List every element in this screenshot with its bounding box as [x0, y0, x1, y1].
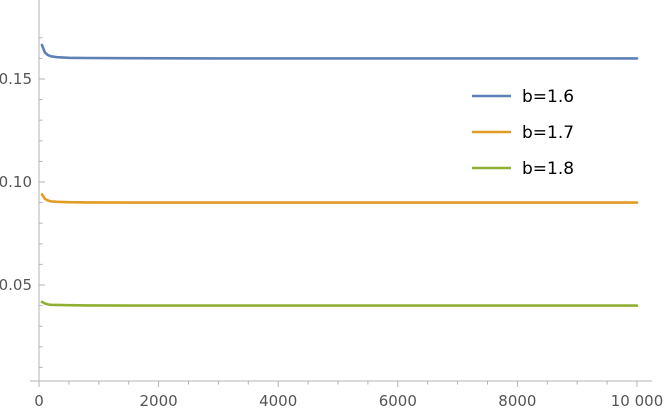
y-tick-label: 0.15 [0, 70, 32, 88]
legend-label-2: b=1.7 [522, 123, 574, 143]
legend-label-3: b=1.8 [522, 159, 574, 179]
x-tick-label: 8000 [498, 392, 536, 410]
x-tick-label: 10 000 [611, 392, 664, 410]
legend: b=1.6 b=1.7 b=1.8 [472, 87, 574, 179]
x-tick-label: 0 [34, 392, 44, 410]
legend-label-1: b=1.6 [522, 87, 574, 107]
x-tick-label: 4000 [259, 392, 297, 410]
y-tick-label: 0.05 [0, 276, 32, 294]
series-group [40, 43, 639, 307]
y-tick-label: 0.10 [0, 173, 32, 191]
x-tick-label: 6000 [379, 392, 417, 410]
x-tick-label: 2000 [140, 392, 178, 410]
series-line-2 [40, 193, 639, 204]
series-line-1 [40, 43, 639, 60]
series-line-3 [40, 300, 639, 307]
